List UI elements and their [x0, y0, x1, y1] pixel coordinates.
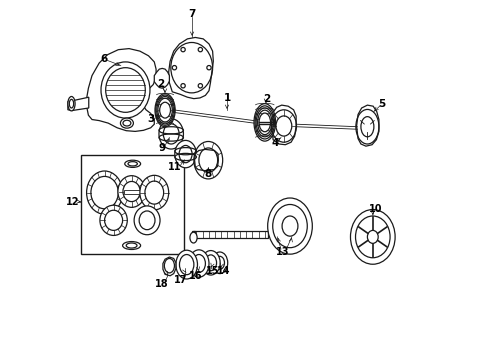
Text: 13: 13	[276, 247, 290, 257]
Ellipse shape	[140, 175, 169, 210]
Ellipse shape	[123, 120, 131, 126]
Polygon shape	[154, 68, 170, 88]
Text: 17: 17	[174, 275, 188, 285]
Ellipse shape	[123, 181, 140, 202]
Ellipse shape	[87, 171, 122, 214]
Ellipse shape	[254, 104, 275, 141]
Ellipse shape	[128, 162, 137, 166]
Text: 8: 8	[205, 168, 212, 179]
Ellipse shape	[125, 160, 141, 167]
Bar	[192, 231, 196, 237]
Polygon shape	[272, 105, 296, 145]
Text: 9: 9	[159, 143, 166, 153]
Text: 10: 10	[368, 204, 382, 214]
Ellipse shape	[201, 251, 220, 275]
Circle shape	[181, 48, 185, 52]
Ellipse shape	[179, 255, 194, 275]
Ellipse shape	[145, 181, 164, 204]
Circle shape	[198, 48, 202, 52]
Ellipse shape	[368, 230, 378, 243]
Text: 1: 1	[223, 93, 231, 103]
Ellipse shape	[356, 216, 390, 258]
Polygon shape	[169, 37, 213, 99]
Ellipse shape	[157, 96, 173, 124]
Ellipse shape	[258, 110, 272, 135]
Text: 2: 2	[263, 94, 270, 104]
Ellipse shape	[101, 62, 150, 118]
Ellipse shape	[106, 68, 145, 112]
Ellipse shape	[215, 256, 224, 269]
Ellipse shape	[190, 232, 197, 243]
Ellipse shape	[179, 145, 192, 163]
Ellipse shape	[189, 250, 209, 277]
Ellipse shape	[122, 242, 141, 249]
Ellipse shape	[268, 198, 312, 254]
Ellipse shape	[176, 250, 197, 279]
Ellipse shape	[155, 94, 175, 127]
Text: 6: 6	[100, 54, 107, 64]
Text: 5: 5	[378, 99, 386, 109]
Ellipse shape	[350, 210, 395, 264]
Ellipse shape	[156, 95, 174, 125]
Polygon shape	[86, 49, 156, 131]
Ellipse shape	[91, 176, 118, 209]
Text: 7: 7	[188, 9, 196, 19]
Text: 4: 4	[271, 138, 279, 148]
Text: 11: 11	[168, 162, 182, 172]
Text: 16: 16	[189, 271, 202, 282]
Ellipse shape	[164, 258, 174, 273]
Circle shape	[181, 84, 185, 88]
Ellipse shape	[259, 113, 270, 132]
Polygon shape	[163, 257, 176, 276]
Ellipse shape	[273, 204, 307, 248]
Bar	[193, 231, 269, 238]
Bar	[194, 152, 203, 158]
Circle shape	[198, 84, 202, 88]
Text: 15: 15	[206, 266, 220, 276]
Ellipse shape	[68, 96, 75, 111]
Text: 14: 14	[217, 266, 230, 276]
Ellipse shape	[100, 205, 127, 235]
Ellipse shape	[193, 255, 205, 273]
Ellipse shape	[205, 255, 217, 271]
Polygon shape	[195, 149, 219, 171]
Ellipse shape	[256, 108, 273, 137]
Ellipse shape	[175, 140, 196, 168]
Ellipse shape	[159, 119, 183, 149]
Text: 18: 18	[155, 279, 168, 289]
Ellipse shape	[134, 206, 160, 235]
Ellipse shape	[212, 252, 228, 274]
Text: 3: 3	[148, 114, 155, 124]
Ellipse shape	[139, 211, 155, 230]
Ellipse shape	[282, 216, 298, 236]
Polygon shape	[357, 105, 379, 146]
Ellipse shape	[158, 98, 172, 122]
Ellipse shape	[121, 118, 133, 128]
Circle shape	[172, 66, 176, 70]
Ellipse shape	[163, 124, 179, 144]
Ellipse shape	[255, 106, 274, 139]
Polygon shape	[68, 97, 89, 111]
Bar	[81, 155, 184, 254]
Bar	[123, 190, 140, 194]
Circle shape	[207, 66, 211, 70]
Ellipse shape	[160, 102, 171, 118]
Ellipse shape	[69, 99, 74, 108]
Ellipse shape	[104, 210, 122, 230]
Text: 12: 12	[66, 197, 80, 207]
Ellipse shape	[126, 243, 137, 248]
Ellipse shape	[118, 176, 145, 207]
Text: 2: 2	[157, 78, 164, 89]
